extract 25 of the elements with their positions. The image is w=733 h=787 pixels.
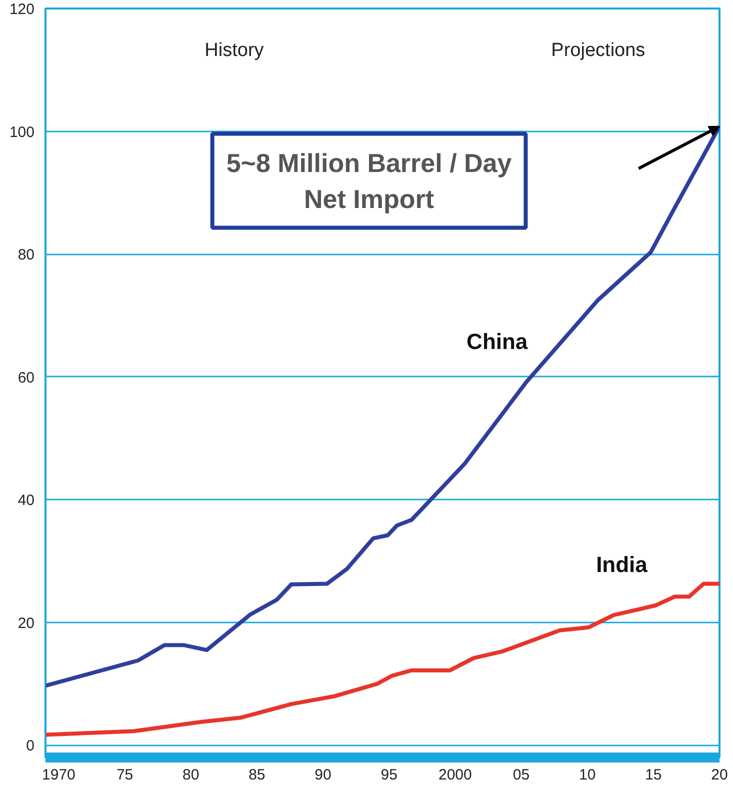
x-tick-label: 20 xyxy=(711,766,728,784)
x-tick-label: 90 xyxy=(314,766,332,784)
y-tick-label: 20 xyxy=(18,614,35,632)
series-label: India xyxy=(596,552,648,578)
y-tick-label: 40 xyxy=(18,492,35,510)
x-tick-label: 75 xyxy=(116,766,134,784)
line-series xyxy=(46,582,720,737)
annotation: Projections xyxy=(551,40,646,61)
series-label: China xyxy=(466,328,528,354)
x-tick-label: 85 xyxy=(248,766,266,784)
y-tick-label: 120 xyxy=(9,1,35,18)
y-tick-label: 60 xyxy=(18,369,35,386)
x-tick-label: 15 xyxy=(645,766,662,784)
x-tick-label: 80 xyxy=(182,766,200,784)
x-tick-label: 1970 xyxy=(42,766,76,784)
x-tick-label: 2000 xyxy=(438,766,472,784)
y-tick-label: 100 xyxy=(9,124,35,141)
x-tick-label: 05 xyxy=(512,766,530,784)
x-tick-label: 10 xyxy=(579,766,596,784)
annotation: 5~8 Million Barrel / Day Net Import xyxy=(226,148,512,214)
y-tick-label: 80 xyxy=(18,246,35,264)
y-tick-label: 0 xyxy=(26,738,34,755)
annotation: History xyxy=(204,40,264,61)
x-tick-label: 95 xyxy=(380,766,398,784)
line-series xyxy=(46,124,720,688)
